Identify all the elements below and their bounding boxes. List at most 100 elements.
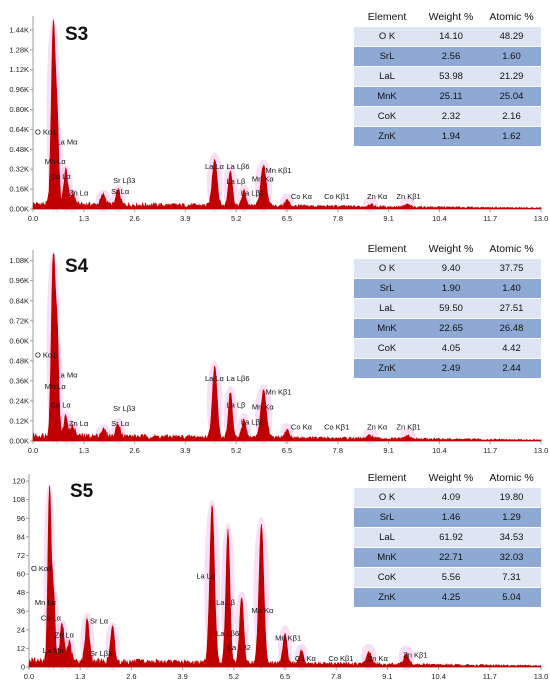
table-row: O K 9.40 37.75: [354, 258, 541, 279]
table-row: SrL 1.46 1.29: [354, 507, 541, 528]
cell-atomic: 7.31: [482, 567, 541, 588]
composition-table-s4: Element Weight % Atomic % O K 9.40 37.75 S…: [354, 240, 541, 378]
y-tick-label: 0: [21, 663, 25, 672]
cell-atomic: 21.29: [482, 66, 541, 87]
x-tick-label: 3.9: [177, 672, 187, 681]
table-row: MnK 22.71 32.03: [354, 547, 541, 568]
cell-atomic: 19.80: [482, 487, 541, 508]
y-tick-label: 0.36K: [9, 376, 29, 385]
chart-title: S3: [65, 24, 88, 45]
spectrum-panel-s5: S5 0 12 24 36 48 60 72 84 96 108 120 0.0 1.3 2.6 3.9 5.2…: [0, 464, 550, 684]
cell-weight: 9.40: [420, 258, 482, 279]
composition-table-s5: Element Weight % Atomic % O K 4.09 19.80 S…: [354, 469, 541, 607]
x-tick-label: 5.2: [229, 672, 239, 681]
peak-label: La Lβ6: [226, 374, 249, 383]
y-tick-label: 0.60K: [9, 336, 29, 345]
peak-label: Sr Lα: [111, 419, 130, 428]
x-tick-label: 1.3: [79, 214, 89, 223]
table-row: CoK 2.32 2.16: [354, 106, 541, 127]
y-tick-label: 0.00K: [9, 205, 29, 214]
x-tick-label: 3.9: [180, 446, 190, 455]
y-tick-label: 1.44K: [9, 25, 29, 34]
cell-element: MnK: [354, 86, 420, 107]
y-tick-label: 108: [12, 495, 25, 504]
cell-element: SrL: [354, 507, 420, 528]
y-tick-label: 0.80K: [9, 105, 29, 114]
cell-atomic: 4.42: [482, 338, 541, 359]
x-tick-label: 1.3: [79, 446, 89, 455]
y-tick-label: 0.64K: [9, 125, 29, 134]
peak-label: Co Kβ1: [328, 654, 353, 663]
peak-label: La Mα: [56, 137, 78, 146]
y-tick-label: 1.12K: [9, 65, 29, 74]
y-tick-label: 1.08K: [9, 256, 29, 265]
peak-label: La Lα: [205, 374, 225, 383]
cell-atomic: 34.53: [482, 527, 541, 548]
y-tick-label: 0.48K: [9, 356, 29, 365]
peak-label: Zn Kα: [367, 422, 388, 431]
peak-label: Zn Lα: [55, 631, 75, 640]
x-tick-label: 9.1: [383, 446, 393, 455]
cell-element: O K: [354, 258, 420, 279]
cell-atomic: 2.16: [482, 106, 541, 127]
peak-label: Sr Lα: [111, 187, 130, 196]
table-row: CoK 4.05 4.42: [354, 338, 541, 359]
y-tick-label: 0.16K: [9, 185, 29, 194]
peak-label: Co Kα: [291, 422, 313, 431]
cell-element: O K: [354, 487, 420, 508]
peak-label: Sr Lβ3: [90, 649, 112, 658]
cell-weight: 2.32: [420, 106, 482, 127]
peak-label: Co Kα: [295, 654, 317, 663]
table-row: O K 4.09 19.80: [354, 487, 541, 508]
x-tick-label: 7.8: [333, 446, 343, 455]
y-tick-label: 12: [17, 644, 25, 653]
peak-label: Co Kα: [291, 192, 313, 201]
peak-label: Co Kβ1: [324, 422, 349, 431]
table-row: ZnK 4.25 5.04: [354, 587, 541, 607]
cell-weight: 61.92: [420, 527, 482, 548]
cell-atomic: 32.03: [482, 547, 541, 568]
table-row: CoK 5.56 7.31: [354, 567, 541, 588]
cell-weight: 5.56: [420, 567, 482, 588]
table-row: ZnK 2.49 2.44: [354, 358, 541, 378]
peak-label: La Lβ: [226, 401, 246, 410]
cell-atomic: 37.75: [482, 258, 541, 279]
cell-atomic: 1.62: [482, 126, 541, 146]
y-tick-label: 0.48K: [9, 145, 29, 154]
header-weight: Weight %: [420, 8, 482, 27]
spectrum-area: [32, 253, 542, 442]
y-tick-label: 0.96K: [9, 85, 29, 94]
y-tick-label: 48: [17, 588, 25, 597]
cell-atomic: 26.48: [482, 318, 541, 339]
x-tick-label: 0.0: [28, 214, 38, 223]
x-tick-label: 13.0: [534, 446, 549, 455]
table-row: SrL 1.90 1.40: [354, 278, 541, 299]
y-tick-label: 0.00K: [9, 437, 29, 446]
peak-label: Mn Lα: [45, 157, 67, 166]
peak-label: La Lβ: [226, 177, 246, 186]
cell-atomic: 25.04: [482, 86, 541, 107]
cell-atomic: 1.60: [482, 46, 541, 67]
peak-label: Zn Kβ1: [396, 192, 420, 201]
cell-element: ZnK: [354, 358, 420, 378]
table-row: MnK 22.65 26.48: [354, 318, 541, 339]
peak-label: La Lβ2: [228, 643, 251, 652]
eds-spectrum-chart-s4: S4 0.00K 0.12K 0.24K 0.36K 0.48K 0.60K 0.72K 0.8…: [9, 250, 549, 455]
peak-label: O Kα1: [35, 351, 56, 360]
x-tick-label: 2.6: [129, 214, 139, 223]
cell-weight: 25.11: [420, 86, 482, 107]
cell-element: LaL: [354, 298, 420, 319]
cell-weight: 1.94: [420, 126, 482, 146]
y-tick-label: 0.72K: [9, 316, 29, 325]
peak-label: Co Kβ1: [324, 192, 349, 201]
y-tick-label: 120: [12, 477, 25, 486]
x-tick-label: 9.1: [383, 214, 393, 223]
cell-element: MnK: [354, 547, 420, 568]
peak-label: La Lβ2: [241, 417, 264, 426]
peak-label: Mn Kα: [252, 402, 275, 411]
x-tick-label: 11.7: [483, 672, 497, 681]
x-tick-label: 13.0: [534, 672, 549, 681]
header-element: Element: [354, 469, 420, 488]
cell-weight: 4.09: [420, 487, 482, 508]
peak-label: Zn Kβ1: [403, 651, 427, 660]
